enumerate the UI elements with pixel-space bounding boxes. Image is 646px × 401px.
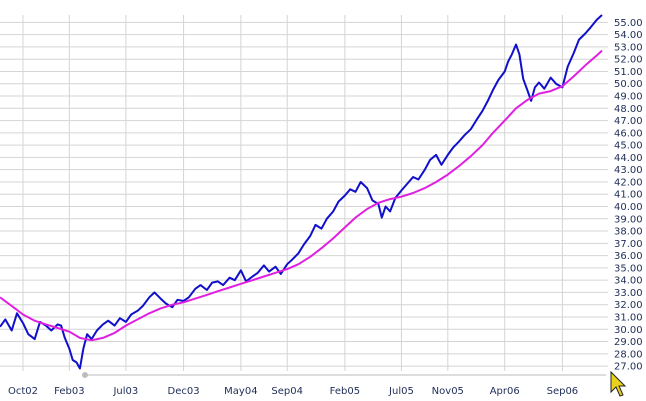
y-tick-label: 55.00 — [614, 18, 643, 29]
y-tick-label: 45.00 — [614, 141, 643, 152]
y-tick-label: 28.00 — [614, 349, 643, 360]
series-lines — [0, 14, 603, 370]
grid-lines — [0, 15, 608, 371]
series-line-2 — [0, 49, 603, 342]
horizontal-scrollbar[interactable] — [82, 372, 606, 378]
y-tick-label: 50.00 — [614, 79, 643, 90]
y-tick-label: 48.00 — [614, 104, 643, 115]
arrow-pointer-icon — [610, 370, 627, 397]
y-tick-label: 32.00 — [614, 300, 643, 311]
x-tick-label: Jul03 — [112, 386, 138, 397]
series-line-1 — [0, 14, 603, 370]
y-tick-label: 43.00 — [614, 165, 643, 176]
y-tick-label: 34.00 — [614, 276, 643, 287]
y-tick-label: 30.00 — [614, 325, 643, 336]
x-tick-label: Sep04 — [271, 386, 303, 397]
y-tick-label: 31.00 — [614, 312, 643, 323]
x-tick-label: Apr06 — [490, 386, 520, 397]
y-tick-label: 54.00 — [614, 30, 643, 41]
x-axis-ticks: Oct02 Feb03 Jul03 Dec03 May04 Sep04 Feb05 Jul05… — [8, 386, 578, 397]
scrollbar-handle[interactable] — [82, 372, 88, 378]
y-tick-label: 38.00 — [614, 227, 643, 238]
y-tick-label: 37.00 — [614, 239, 643, 250]
x-tick-label: Feb05 — [330, 386, 360, 397]
y-tick-label: 49.00 — [614, 92, 643, 103]
y-tick-label: 52.00 — [614, 55, 643, 66]
y-tick-label: 51.00 — [614, 67, 643, 78]
y-tick-label: 33.00 — [614, 288, 643, 299]
y-tick-label: 41.00 — [614, 190, 643, 201]
x-tick-label: Dec03 — [168, 386, 200, 397]
y-tick-label: 27.00 — [614, 362, 643, 373]
y-tick-label: 44.00 — [614, 153, 643, 164]
x-tick-label: Sep06 — [547, 386, 579, 397]
y-tick-label: 42.00 — [614, 177, 643, 188]
y-tick-label: 46.00 — [614, 128, 643, 139]
y-tick-label: 47.00 — [614, 116, 643, 127]
y-tick-label: 29.00 — [614, 337, 643, 348]
x-tick-label: Oct02 — [8, 386, 38, 397]
y-tick-label: 53.00 — [614, 42, 643, 53]
x-tick-label: Nov05 — [432, 386, 464, 397]
x-tick-label: May04 — [224, 386, 257, 397]
y-tick-label: 35.00 — [614, 263, 643, 274]
y-tick-label: 40.00 — [614, 202, 643, 213]
x-tick-label: Feb03 — [54, 386, 84, 397]
y-tick-label: 39.00 — [614, 214, 643, 225]
x-tick-label: Jul05 — [388, 386, 414, 397]
y-tick-label: 36.00 — [614, 251, 643, 262]
